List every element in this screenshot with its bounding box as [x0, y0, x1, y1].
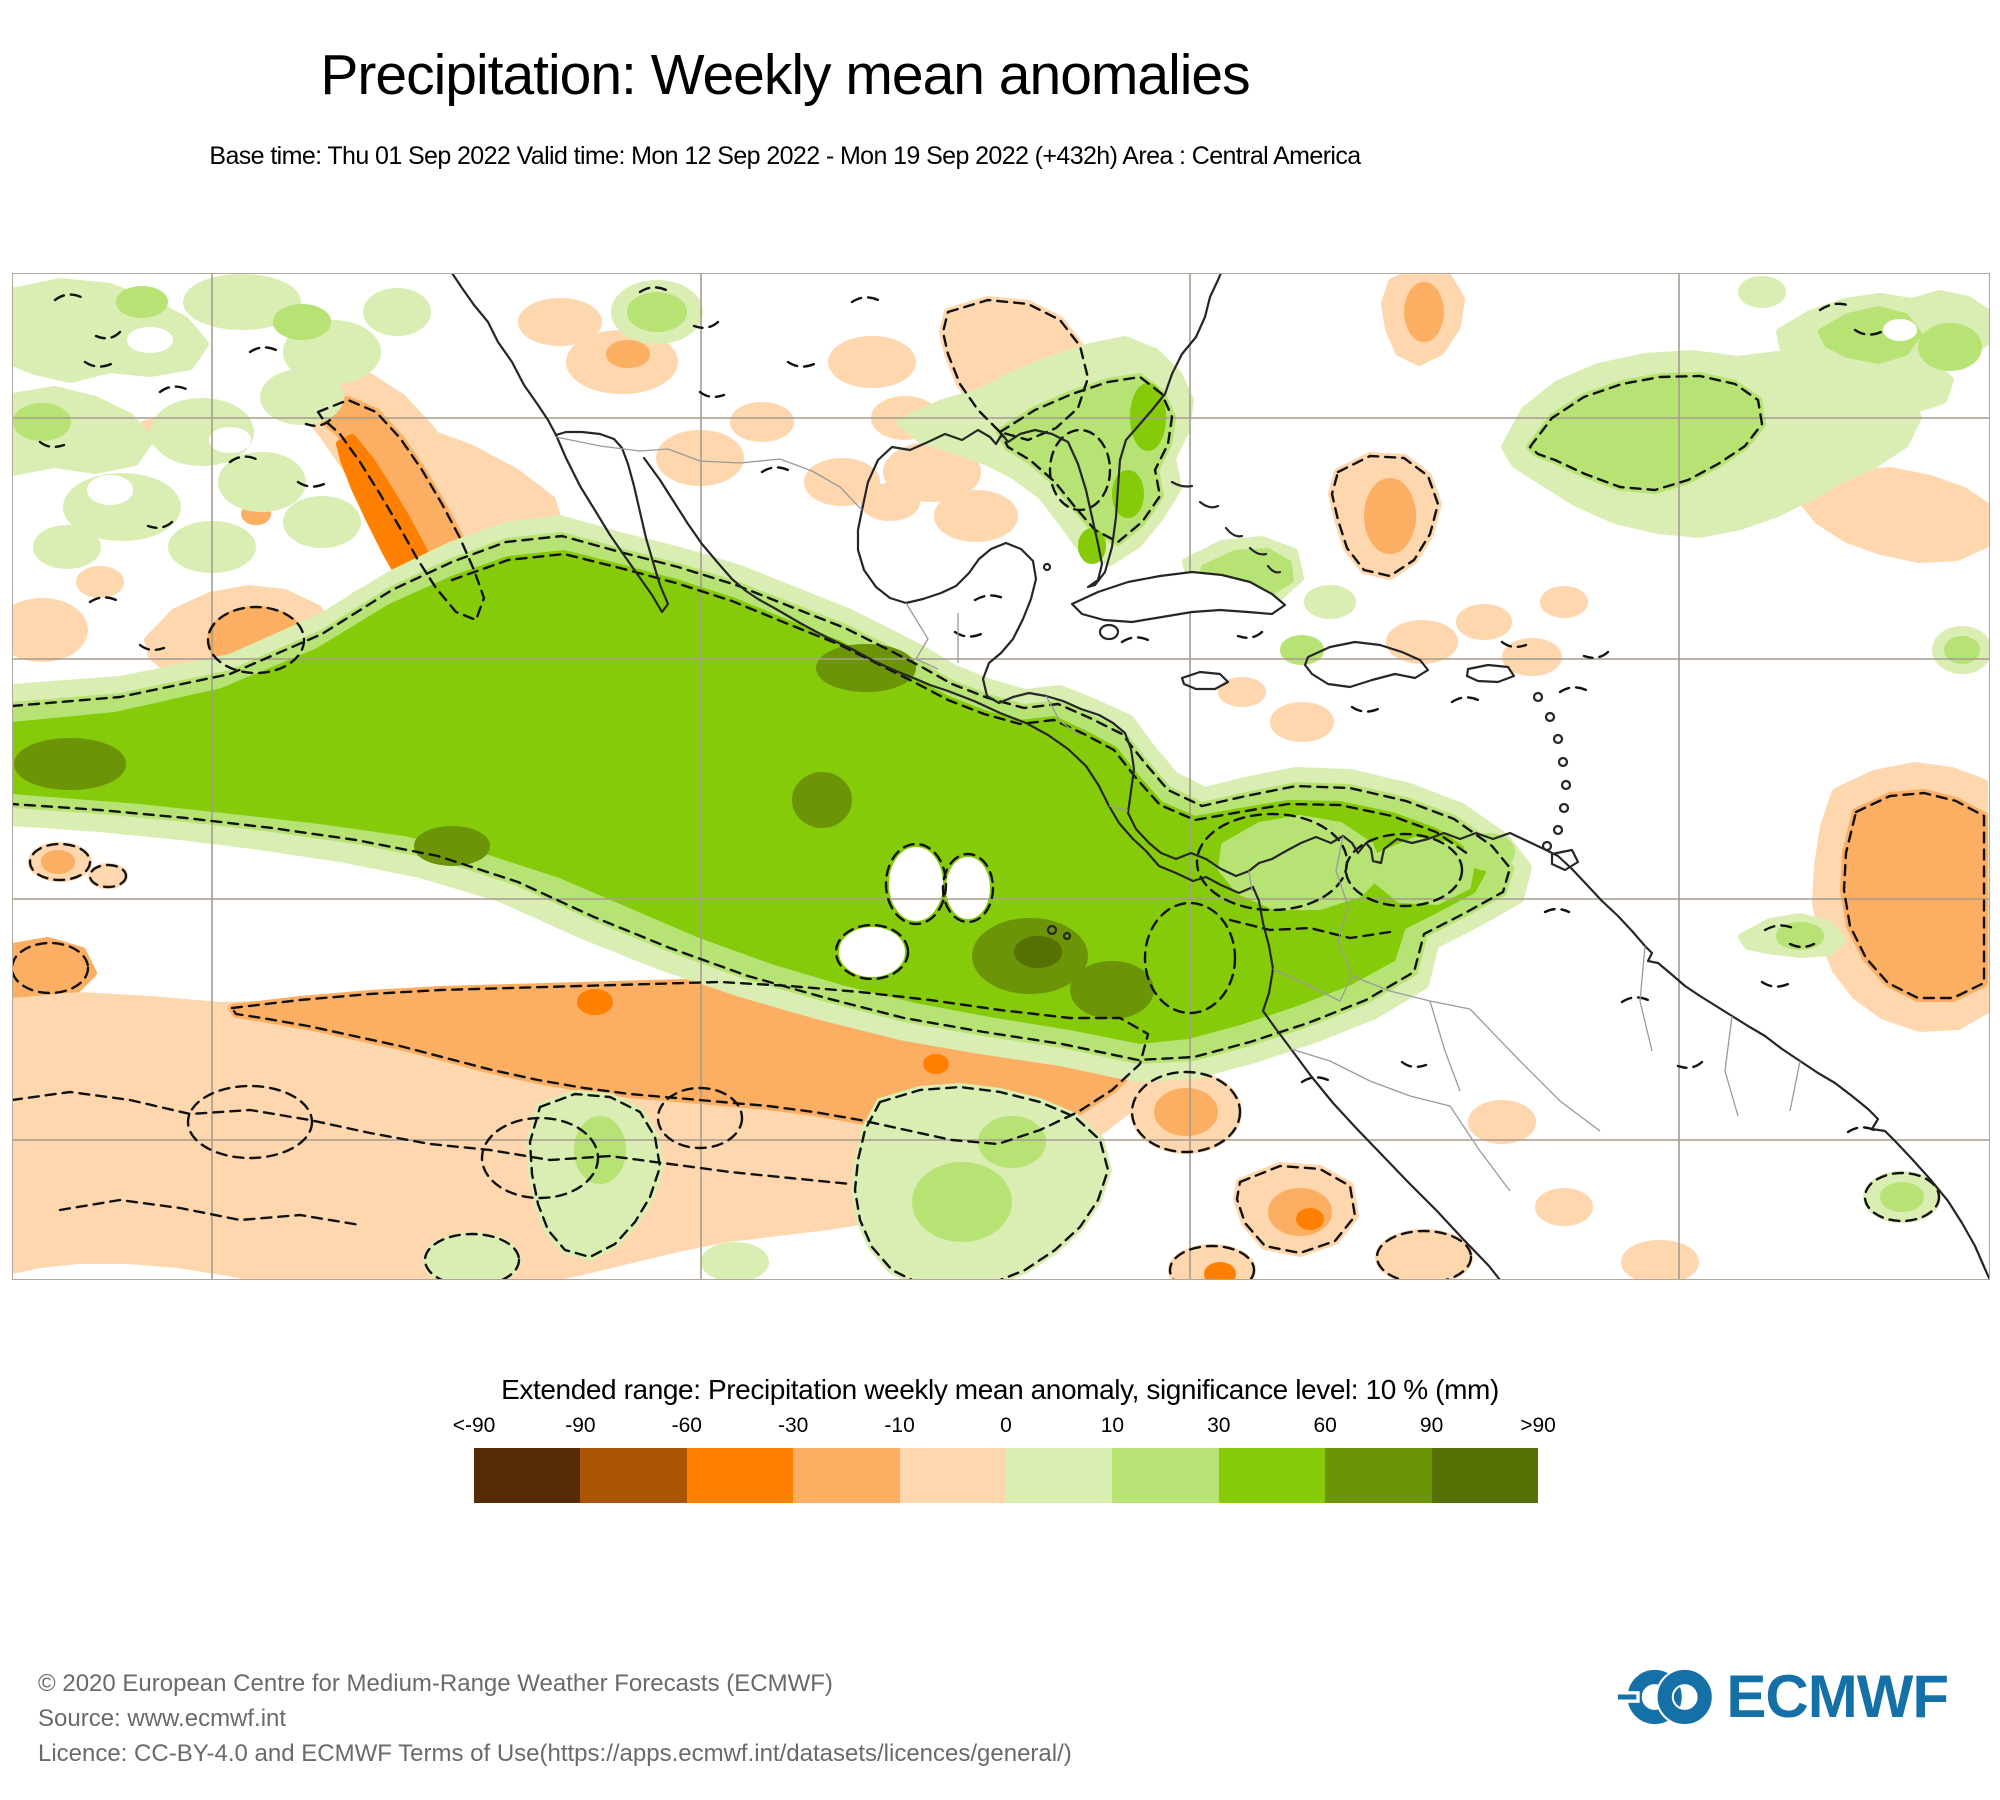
- legend-tick-label: >90: [1520, 1414, 1556, 1437]
- ecmwf-logo: ECMWF: [1618, 1662, 1949, 1731]
- legend-color-cell: [1325, 1448, 1432, 1503]
- legend-tick-labels: <-90 -90 -60 -30 -10 0 10 30 60 90 >90: [453, 1414, 1556, 1442]
- legend-title: Extended range: Precipitation weekly mea…: [501, 1374, 1499, 1405]
- map-country-borders: [555, 436, 1801, 1192]
- legend: <-90 -90 -60 -30 -10 0 10 30 60 90 >90: [453, 1414, 1556, 1503]
- legend-color-cell: [1431, 1448, 1539, 1503]
- legend-tick-label: 90: [1419, 1414, 1444, 1437]
- map-coastlines: [450, 273, 1990, 1280]
- legend-color-cell: [686, 1448, 794, 1503]
- legend-color-cell: [1112, 1448, 1219, 1503]
- footer-licence: Licence: CC-BY-4.0 and ECMWF Terms of Us…: [38, 1740, 1072, 1767]
- legend-color-cell: [1218, 1448, 1326, 1503]
- legend-tick-label: -90: [565, 1414, 596, 1437]
- subtitle: Base time: Thu 01 Sep 2022 Valid time: M…: [209, 142, 1361, 170]
- legend-color-cell: [899, 1448, 1007, 1503]
- legend-color-cell: [793, 1448, 900, 1503]
- legend-colorbar: [474, 1448, 1539, 1503]
- map-canvas: [12, 273, 1990, 1280]
- legend-tick-label: -60: [671, 1414, 702, 1437]
- footer-source: Source: www.ecmwf.int: [38, 1705, 287, 1732]
- legend-color-cell: [474, 1448, 581, 1503]
- map-significance-contours: [12, 286, 1986, 1280]
- legend-color-cell: [1006, 1448, 1113, 1503]
- legend-tick-label: -10: [884, 1414, 915, 1437]
- legend-tick-label: -30: [778, 1414, 809, 1437]
- legend-tick-label: 10: [1100, 1414, 1125, 1437]
- legend-tick-label: 0: [1000, 1414, 1012, 1437]
- legend-tick-label: 30: [1207, 1414, 1231, 1437]
- legend-tick-label: 60: [1313, 1414, 1337, 1437]
- legend-color-cell: [580, 1448, 687, 1503]
- ecmwf-emblem-icon: [1618, 1667, 1715, 1726]
- map-gridlines: [12, 273, 1990, 1280]
- anomaly-map: [12, 273, 1990, 1280]
- footer: © 2020 European Centre for Medium-Range …: [38, 1666, 1072, 1771]
- footer-copyright: © 2020 European Centre for Medium-Range …: [38, 1670, 833, 1697]
- ecmwf-logo-text: ECMWF: [1726, 1663, 1949, 1730]
- legend-tick-label: <-90: [452, 1414, 496, 1437]
- page-title: Precipitation: Weekly mean anomalies: [320, 43, 1250, 107]
